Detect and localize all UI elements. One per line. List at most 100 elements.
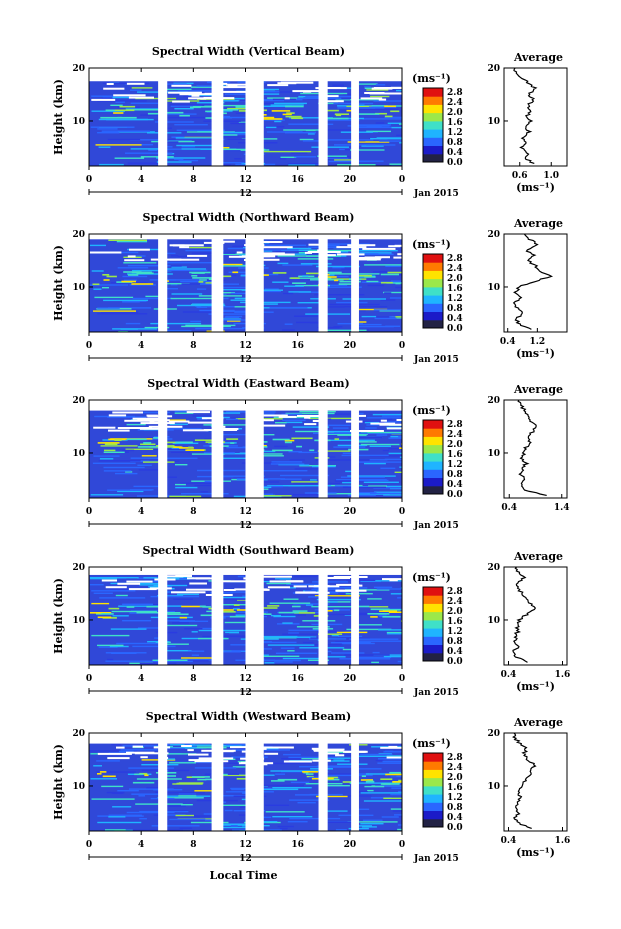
heatmap-cell — [174, 158, 184, 161]
heatmap-cell — [90, 244, 106, 247]
heatmap-blank — [370, 422, 396, 425]
x-axis-label: Local Time — [210, 869, 278, 882]
heatmap-cell — [401, 443, 402, 445]
heatmap-cell — [310, 479, 317, 481]
heatmap-cell — [365, 773, 402, 775]
heatmap-cell — [101, 785, 124, 788]
heatmap-cell — [139, 772, 148, 775]
heatmap-cell — [191, 631, 198, 633]
heatmap-blank — [97, 752, 132, 755]
heatmap-cell — [158, 113, 197, 115]
heatmap-cell — [260, 762, 311, 765]
heatmap-cell — [277, 255, 327, 257]
heatmap-cell — [137, 627, 161, 629]
y-tick-label: 20 — [72, 729, 85, 739]
heatmap-blank — [304, 416, 311, 419]
heatmap-cell — [292, 282, 306, 284]
heatmap-cell — [282, 657, 328, 660]
x-tick-label: 0 — [399, 674, 405, 684]
heatmap-cell — [102, 97, 120, 99]
profile-y-tick-label: 10 — [487, 117, 500, 127]
heatmap-blank — [304, 423, 317, 426]
heatmap-cell — [313, 284, 348, 286]
heatmap-cell — [274, 445, 288, 448]
colorbar-tick-label: 0.8 — [447, 304, 463, 314]
heatmap-cell — [178, 159, 199, 162]
heatmap-cell — [257, 641, 272, 643]
heatmap-cell — [126, 438, 147, 441]
colorbar-swatch — [423, 595, 443, 604]
heatmap-cell — [172, 622, 190, 624]
heatmap-cell — [290, 152, 308, 154]
heatmap-cell — [338, 283, 357, 285]
heatmap-cell — [388, 452, 402, 455]
heatmap-cell — [343, 93, 354, 96]
colorbar-swatch — [423, 153, 443, 163]
heatmap-cell — [98, 460, 141, 462]
heatmap-cell — [170, 284, 178, 286]
colorbar-tick-label: 0.4 — [447, 314, 463, 324]
profile-y-tick-label: 20 — [487, 563, 500, 573]
heatmap-cell — [158, 753, 197, 755]
heatmap-cell — [105, 829, 126, 831]
heatmap-cell — [184, 815, 212, 817]
heatmap-cell — [288, 756, 337, 759]
profile-y-tick-label: 10 — [487, 449, 500, 459]
heatmap-cell — [170, 265, 182, 267]
heatmap-cell — [366, 417, 402, 419]
heatmap-cell — [204, 104, 252, 107]
heatmap-cell — [91, 270, 104, 272]
heatmap-cell — [132, 297, 177, 300]
heatmap-cell — [167, 262, 213, 264]
heatmap-cell — [126, 811, 175, 814]
panel-3: Spectral Width (Southward Beam) 20 10 Heigh… — [52, 544, 570, 698]
heatmap-cell — [368, 485, 387, 487]
heatmap-cell — [380, 467, 396, 469]
heatmap-cell — [219, 774, 260, 777]
heatmap-cell — [262, 613, 272, 615]
heatmap-blank — [255, 414, 288, 417]
heatmap-cell — [286, 583, 328, 586]
x-tick-label: 8 — [190, 175, 196, 185]
heatmap-cell — [171, 266, 187, 268]
heatmap-cell — [292, 605, 301, 608]
heatmap-cell — [179, 827, 192, 829]
data-gap — [158, 733, 168, 831]
heatmap-cell — [291, 437, 313, 440]
heatmap-cell — [382, 616, 401, 618]
heatmap-cell — [141, 455, 157, 457]
heatmap-cell — [91, 602, 110, 605]
colorbar-tick-label: 2.0 — [447, 440, 463, 450]
heatmap-cell — [227, 247, 246, 250]
heatmap-cell — [318, 157, 349, 159]
data-gap — [211, 400, 224, 498]
heatmap-blank — [394, 244, 402, 247]
heatmap-cell — [313, 586, 355, 589]
heatmap-cell — [364, 421, 379, 424]
heatmap-cell — [347, 141, 390, 143]
panel-4: Spectral Width (Westward Beam) 20 10 Height… — [52, 710, 570, 864]
heatmap-cell — [342, 298, 386, 300]
heatmap-cell — [188, 94, 212, 97]
heatmap-blank — [347, 244, 376, 247]
heatmap-cell — [369, 492, 402, 495]
heatmap-cell — [137, 446, 159, 448]
heatmap-cell — [389, 772, 395, 774]
heatmap-cell — [99, 771, 107, 773]
heatmap-cell — [166, 460, 180, 462]
heatmap-cell — [91, 634, 130, 637]
heatmap-cell — [370, 797, 392, 799]
colorbar-tick-label: 2.4 — [447, 264, 463, 274]
heatmap-cell — [321, 424, 351, 426]
heatmap-cell — [326, 439, 375, 441]
heatmap-cell — [230, 825, 238, 827]
heatmap-cell — [377, 614, 387, 616]
heatmap-cell — [322, 766, 354, 768]
heatmap-cell — [174, 412, 194, 414]
heatmap-cell — [307, 133, 315, 135]
heatmap-cell — [169, 423, 188, 425]
heatmap-cell — [164, 792, 205, 794]
heatmap-cell — [215, 823, 251, 825]
heatmap-cell — [296, 321, 321, 324]
heatmap-cell — [391, 316, 402, 318]
